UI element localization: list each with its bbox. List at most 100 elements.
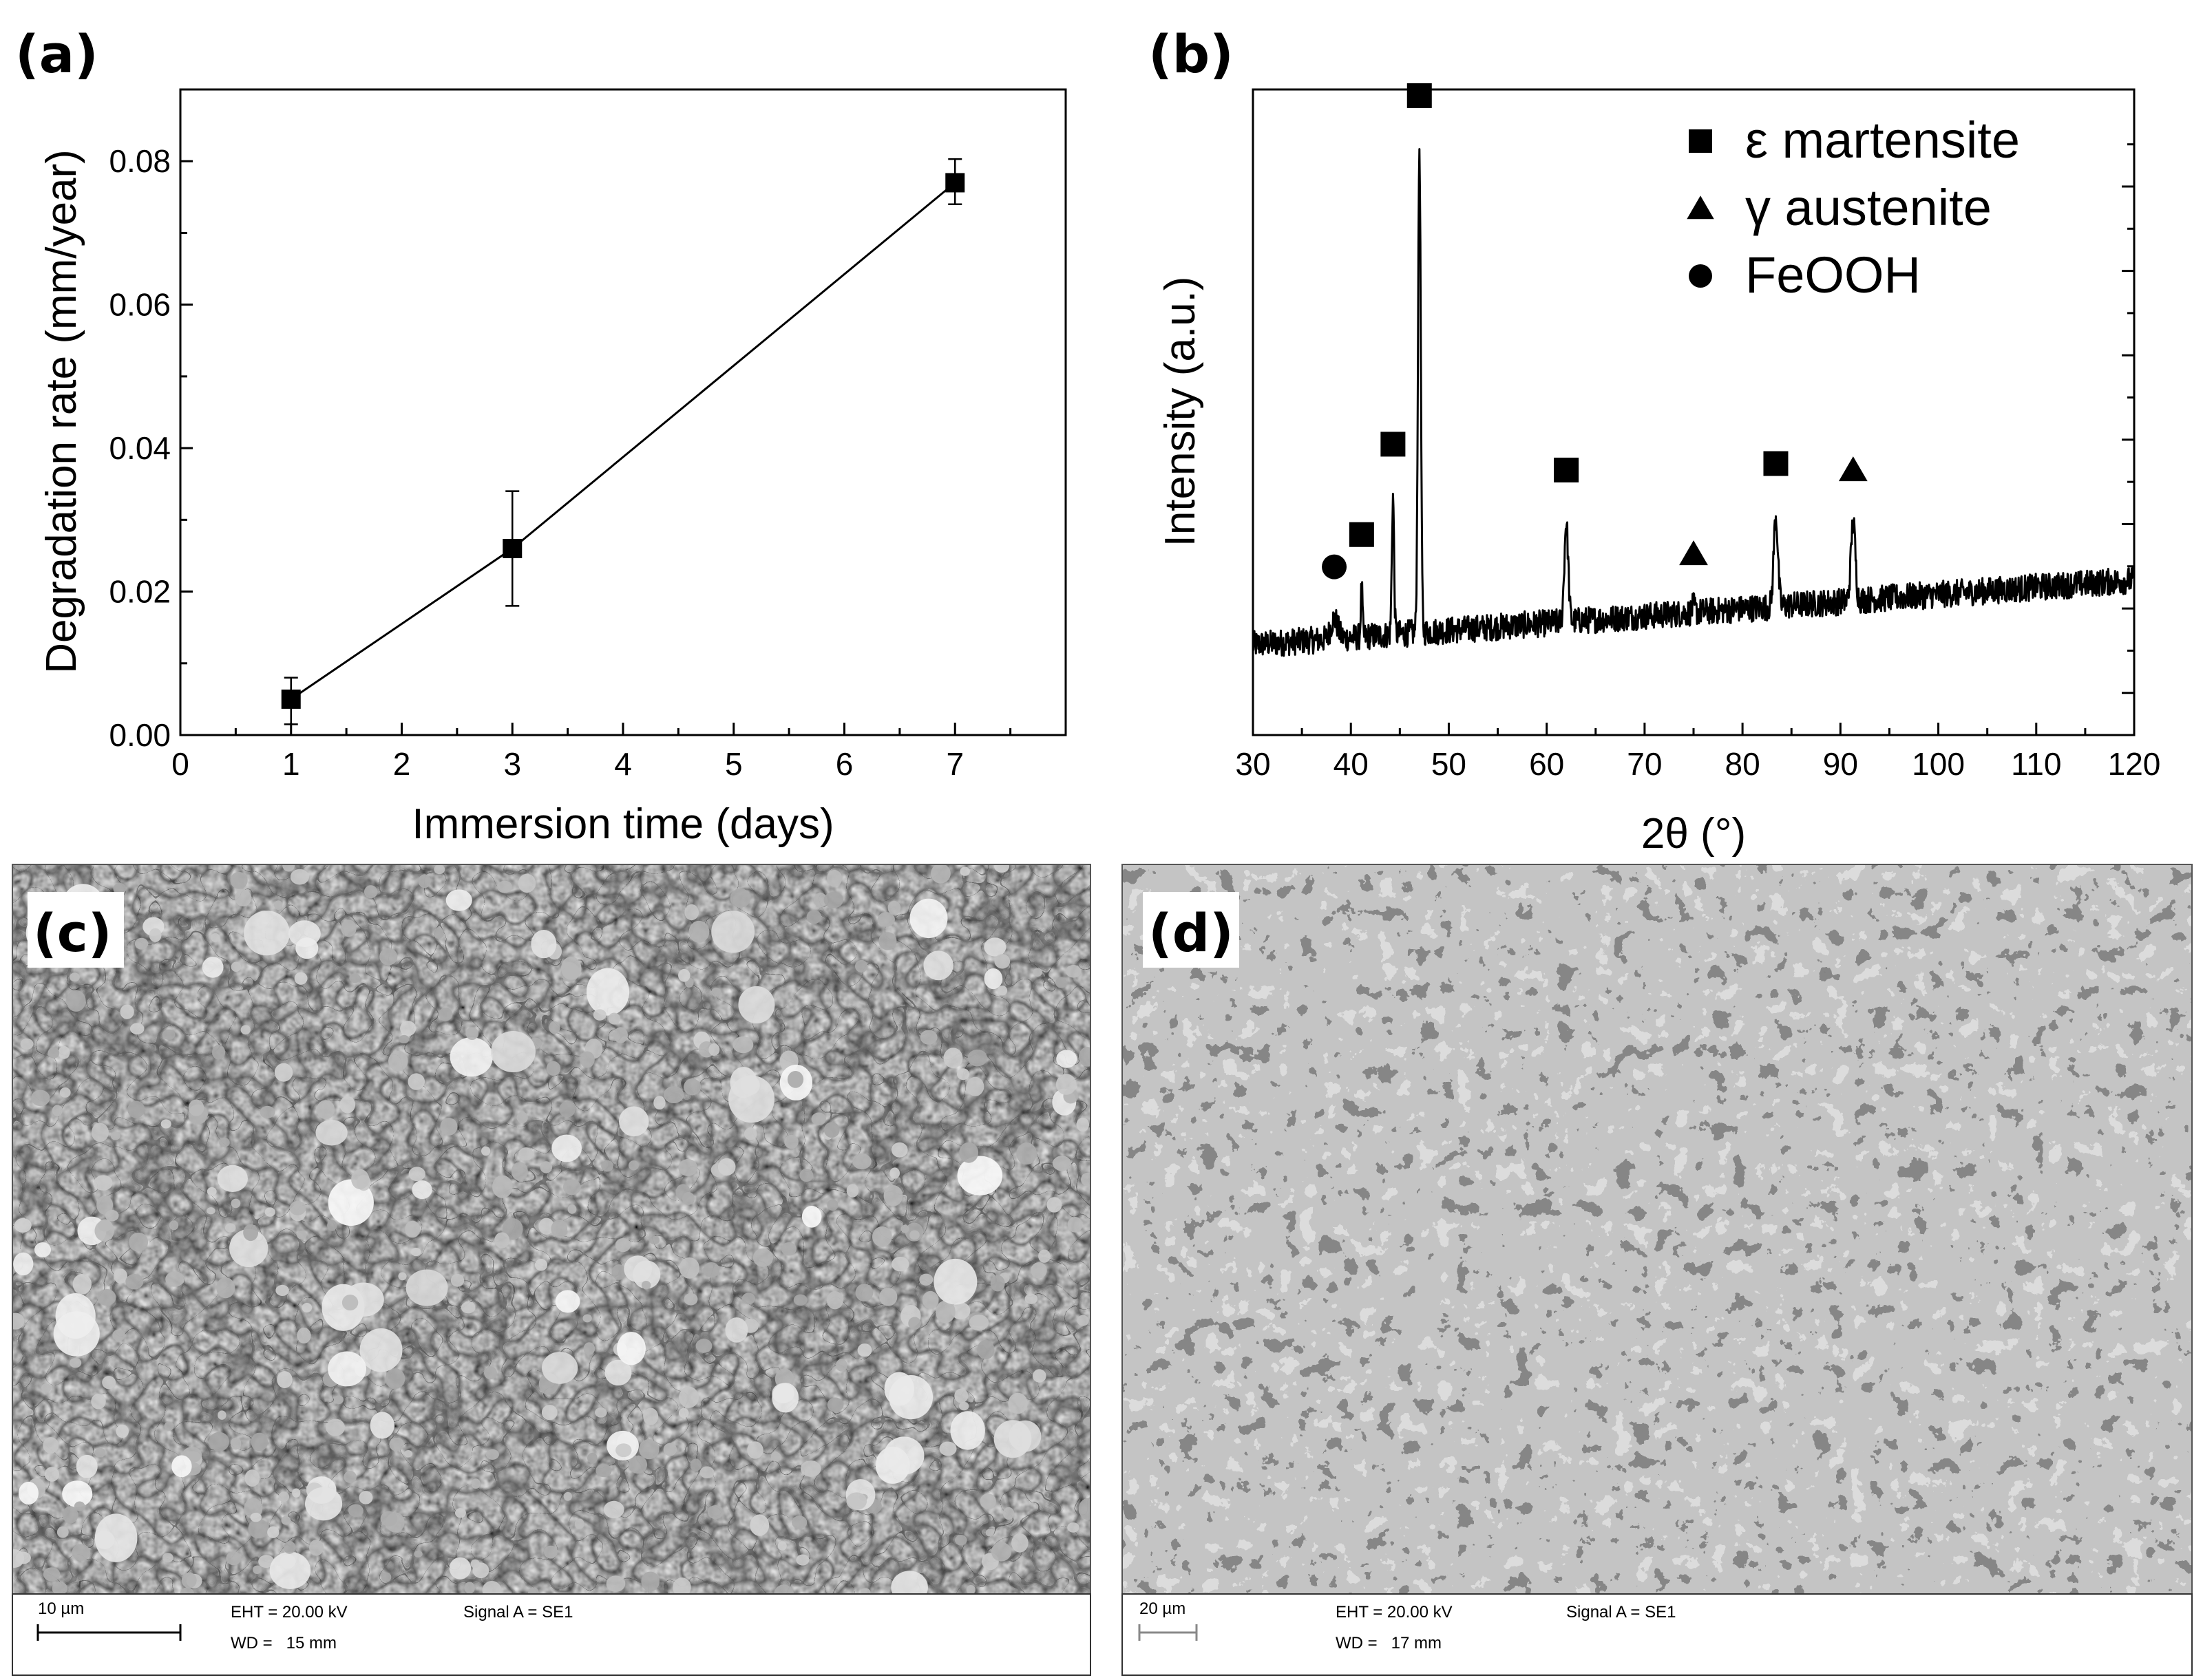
grain (294, 972, 308, 985)
grain (96, 1195, 114, 1215)
grain (883, 1184, 903, 1206)
grain (464, 1582, 475, 1594)
grain (990, 1275, 1005, 1292)
peak-marker (1406, 83, 1432, 108)
grain (211, 1045, 226, 1060)
sem-image-d: (d) 20 µm EHT = 20.00 kV WD = 17 mm Sign… (1121, 864, 2193, 1676)
grain (302, 1302, 313, 1312)
grain (461, 1301, 476, 1314)
grain (1077, 1315, 1089, 1326)
grain (695, 1339, 713, 1353)
grain (595, 1407, 607, 1418)
grain (120, 1004, 134, 1019)
grain (1078, 1047, 1090, 1067)
grain (806, 910, 822, 924)
grain (269, 1551, 311, 1589)
grain (341, 1294, 359, 1311)
grain (738, 986, 775, 1023)
grain (641, 1571, 660, 1592)
grain (615, 1443, 632, 1458)
grain (243, 1224, 259, 1242)
grain (703, 1262, 720, 1278)
sem-info-bar-c: 10 µm EHT = 20.00 kV WD = 15 mm Signal A… (12, 1593, 1091, 1676)
grain (857, 1343, 872, 1357)
grain (471, 1478, 481, 1489)
grain (502, 1218, 523, 1240)
grain (707, 1504, 724, 1520)
grain (327, 1220, 337, 1231)
grain (209, 1432, 229, 1452)
grain (887, 900, 901, 915)
grain (580, 1051, 595, 1068)
grain (688, 920, 710, 943)
scale-bar-c (36, 1624, 182, 1641)
grain (114, 1268, 128, 1284)
peak-marker (1679, 540, 1708, 566)
grain (980, 1493, 996, 1509)
grain (275, 1284, 289, 1296)
grain (315, 1119, 348, 1146)
grain (611, 1264, 626, 1280)
x-tick-label-a: 2 (393, 746, 411, 782)
grain (250, 1512, 262, 1522)
grain (567, 1204, 577, 1214)
grain (359, 1328, 403, 1372)
grain (76, 1454, 98, 1478)
grain (20, 1038, 34, 1050)
grain (160, 1119, 171, 1129)
grain (52, 1582, 68, 1594)
grain (909, 898, 948, 939)
panel-label-b: (b) (1148, 23, 1234, 85)
grain (560, 957, 582, 980)
grain (967, 1049, 988, 1067)
grain (165, 1271, 185, 1287)
xrd-trace (1252, 148, 2136, 657)
grain (796, 1554, 810, 1566)
grain (527, 1587, 539, 1594)
grain (381, 1572, 392, 1582)
legend-label: ε martensite (1745, 111, 2020, 169)
grain (604, 1359, 632, 1386)
grain (295, 937, 319, 959)
wd-label-c: WD = 15 mm (231, 1634, 337, 1652)
grain (908, 1317, 921, 1330)
grain (351, 1169, 370, 1190)
grain (69, 1358, 82, 1368)
grain (516, 1112, 528, 1124)
grain (305, 1487, 343, 1521)
grain (235, 889, 252, 907)
grain (129, 1232, 149, 1252)
grain (359, 1491, 373, 1504)
grain (59, 1087, 71, 1098)
grain (414, 1550, 423, 1557)
grain (586, 968, 630, 1016)
grain (1016, 1142, 1037, 1165)
grain (606, 1575, 626, 1592)
wd-label-d: WD = 17 mm (1336, 1634, 1442, 1652)
x-axis-ticks-b: 30 40 50 60 70 80 90 100 110 120 (1235, 723, 2160, 782)
grain (994, 864, 1010, 873)
peak-marker (1763, 451, 1789, 476)
scale-label-c: 10 µm (38, 1599, 84, 1618)
grain (112, 1329, 125, 1341)
grain (615, 1237, 631, 1253)
grain (1065, 964, 1082, 978)
grain (181, 1572, 197, 1588)
peak-marker (1322, 554, 1347, 580)
series-line-a (290, 182, 956, 701)
grain (1002, 1507, 1015, 1520)
grain (1046, 1197, 1062, 1213)
grain (1024, 1293, 1038, 1304)
grain (800, 1460, 821, 1477)
grain (678, 1407, 689, 1418)
grain (854, 959, 868, 972)
grain (518, 873, 536, 893)
grain (102, 1376, 116, 1390)
error-bars-a (284, 158, 962, 725)
grain (363, 885, 378, 899)
y-tick-label-a: 0.00 (109, 717, 171, 753)
grain (492, 1175, 513, 1198)
grain (18, 1481, 39, 1505)
grain (728, 1075, 775, 1123)
grain (787, 1071, 804, 1088)
